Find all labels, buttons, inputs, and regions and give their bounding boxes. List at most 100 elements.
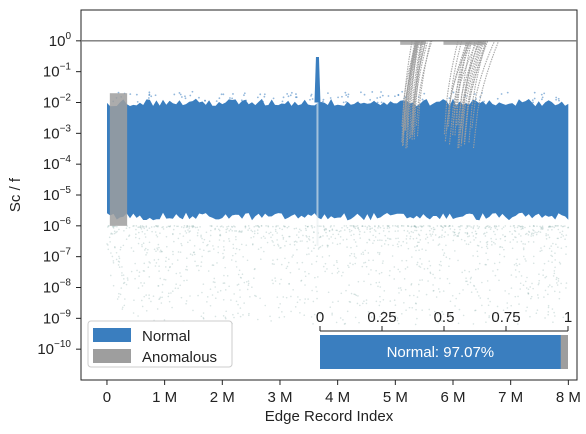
sparse-point <box>123 281 126 284</box>
sparse-point <box>501 227 503 230</box>
inset-tick-label: 0.75 <box>491 309 520 326</box>
sparse-point <box>297 236 300 239</box>
sparse-point <box>557 277 560 280</box>
sparse-point <box>287 225 290 228</box>
sparse-point <box>130 270 133 273</box>
sparse-point <box>402 225 405 227</box>
sparse-point <box>272 259 274 261</box>
sparse-point <box>433 310 436 313</box>
sparse-point <box>391 255 394 257</box>
sparse-point <box>343 323 346 325</box>
sparse-point <box>267 225 269 227</box>
sparse-point <box>219 234 221 237</box>
sparse-point <box>382 310 385 313</box>
sparse-point <box>429 233 432 236</box>
sparse-point <box>485 263 487 266</box>
sparse-point <box>466 225 468 227</box>
sparse-point <box>223 274 225 277</box>
sparse-point <box>400 225 403 227</box>
sparse-point <box>515 276 517 278</box>
sparse-point <box>547 229 549 231</box>
sparse-point <box>119 293 122 296</box>
sparse-point <box>188 225 191 228</box>
sparse-point <box>193 225 195 228</box>
sparse-point <box>322 225 325 227</box>
sparse-point <box>276 232 278 234</box>
sparse-point <box>380 245 383 247</box>
sparse-point <box>145 309 148 312</box>
sparse-point <box>311 263 313 265</box>
sparse-point <box>374 230 377 232</box>
sparse-point <box>130 247 133 249</box>
sparse-point <box>464 269 466 272</box>
normal-point <box>341 95 343 98</box>
sparse-point <box>404 288 407 291</box>
sparse-point <box>336 267 339 270</box>
sparse-point <box>474 230 477 233</box>
sparse-point <box>486 247 489 250</box>
sparse-point <box>235 266 238 268</box>
sparse-point <box>412 237 415 240</box>
sparse-point <box>326 235 328 237</box>
sparse-point <box>312 300 315 303</box>
sparse-point <box>254 294 256 297</box>
sparse-point <box>362 302 364 305</box>
sparse-point <box>547 260 550 262</box>
normal-point <box>173 93 176 96</box>
normal-point <box>311 98 314 100</box>
sparse-point <box>418 241 420 244</box>
sparse-point <box>522 225 524 228</box>
sparse-point <box>525 310 527 312</box>
normal-point <box>532 101 534 104</box>
sparse-point <box>159 232 161 235</box>
sparse-point <box>316 318 319 321</box>
sparse-point <box>353 238 355 241</box>
sparse-point <box>177 237 180 240</box>
sparse-point <box>277 245 280 247</box>
sparse-point <box>331 312 333 315</box>
sparse-point <box>114 246 116 248</box>
sparse-point <box>361 265 364 268</box>
anomalous-trace <box>471 40 496 129</box>
sparse-point <box>149 262 151 264</box>
sparse-point <box>346 226 349 229</box>
sparse-point <box>438 269 441 272</box>
sparse-point <box>306 225 309 228</box>
sparse-point <box>140 226 142 228</box>
sparse-point <box>238 230 241 232</box>
sparse-point <box>283 315 286 318</box>
sparse-point <box>548 225 551 227</box>
sparse-point <box>272 282 274 285</box>
sparse-point <box>498 253 501 256</box>
normal-point <box>345 94 348 96</box>
sparse-point <box>477 245 480 247</box>
sparse-point <box>561 233 563 236</box>
sparse-point <box>298 268 300 270</box>
sparse-point <box>200 234 202 237</box>
anomalous-trace <box>444 40 469 142</box>
normal-point <box>496 97 499 100</box>
sparse-point <box>334 237 337 240</box>
sparse-point <box>240 277 242 279</box>
sparse-point <box>415 229 418 232</box>
sparse-point <box>234 252 237 255</box>
sparse-point <box>547 293 549 296</box>
sparse-point <box>370 311 372 314</box>
sparse-point <box>455 297 457 300</box>
sparse-point <box>536 294 539 296</box>
sparse-point <box>518 270 521 273</box>
sparse-point <box>516 241 518 243</box>
sparse-point <box>469 281 472 284</box>
sparse-point <box>488 226 490 229</box>
sparse-point <box>397 230 399 232</box>
normal-point <box>541 96 544 99</box>
sparse-point <box>348 266 350 269</box>
sparse-point <box>222 282 225 284</box>
sparse-point <box>447 225 450 228</box>
sparse-point <box>349 301 352 303</box>
sparse-point <box>378 253 381 256</box>
sparse-point <box>189 253 192 255</box>
sparse-point <box>538 279 541 282</box>
sparse-point <box>305 229 307 232</box>
sparse-point <box>449 313 451 316</box>
